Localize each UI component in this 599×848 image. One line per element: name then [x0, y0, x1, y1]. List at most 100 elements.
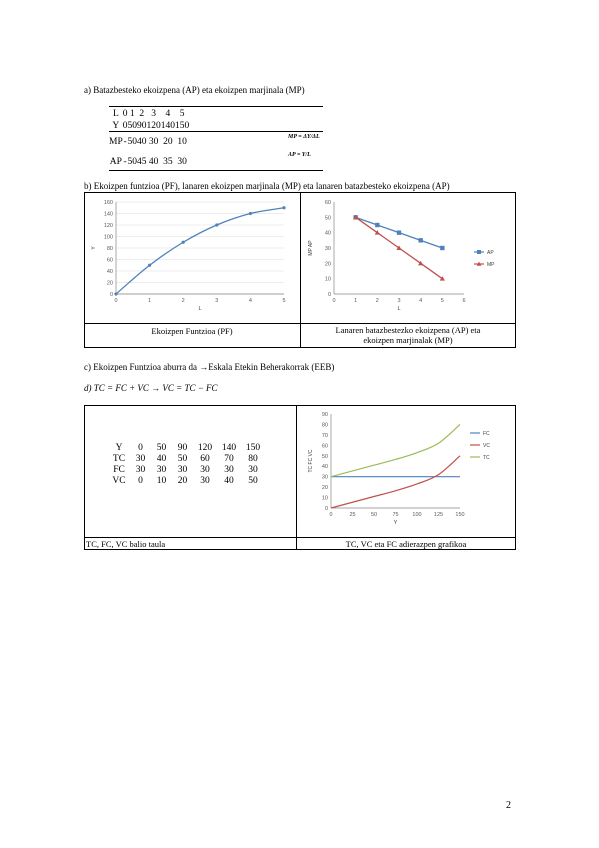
table-cell: 80	[248, 453, 258, 464]
table-cell: 3	[151, 109, 156, 119]
data-point	[114, 292, 118, 296]
table-row: Y 0 50 90 120 140 150	[108, 442, 265, 453]
charts-frame-b-caption-rule	[84, 323, 516, 324]
section-b-heading: b) Ekoizpen funtzioa (PF), lanaren ekoiz…	[84, 181, 450, 191]
legend-marker-mp	[476, 261, 482, 266]
y-tick-label: 100	[104, 235, 113, 241]
y-tick-label: 20	[107, 281, 113, 287]
table-cell: 2	[139, 109, 145, 119]
y-tick-label: 10	[325, 277, 331, 283]
table-cell: 40	[156, 453, 167, 464]
table-cell: 0	[122, 109, 128, 119]
x-tick-label: 4	[419, 298, 422, 304]
y-tick-label: 60	[322, 443, 328, 449]
x-tick-label: 3	[397, 298, 400, 304]
row-label: TC	[112, 453, 126, 464]
row-label: MP	[109, 137, 123, 147]
table-rule-bottom	[109, 170, 323, 171]
table-cell: 30	[248, 464, 258, 475]
formula-mp: MP = ΔY/ΔL	[288, 134, 320, 140]
x-axis-label: L	[397, 306, 400, 312]
table-row: TC 30 40 50 60 70 80	[108, 453, 265, 464]
x-tick-label: 0	[114, 298, 117, 304]
caption-pf: Ekoizpen Funtzioa (PF)	[151, 326, 233, 336]
table-cell: 0	[138, 475, 143, 486]
legend-label-fc: FC	[483, 431, 490, 437]
page-number: 2	[506, 800, 511, 811]
table-cell: 50	[156, 442, 167, 453]
table-cell: 30	[156, 464, 167, 475]
x-tick-label: 75	[392, 512, 398, 518]
table-cell: 120	[197, 442, 213, 453]
legend-marker-ap	[477, 250, 481, 254]
formula-ap: AP = Y/L	[288, 152, 311, 158]
x-tick-label: 100	[412, 512, 421, 518]
y-tick-label: 40	[325, 231, 331, 237]
x-axis-label: L	[198, 306, 201, 312]
series-line-series	[115, 207, 285, 295]
data-point-mp	[439, 276, 445, 281]
table-row: FC 30 30 30 30 30 30	[108, 464, 265, 475]
table-cell: 30	[200, 464, 210, 475]
y-tick-label: 160	[104, 200, 113, 206]
table-cell: 140	[221, 442, 237, 453]
cost-table: Y 0 50 90 120 140 150 TC 30 40 50 60 70 80 FC 30 30 30 30 3…	[108, 442, 265, 486]
production-function-chart: 0 20 40 60 80 100 120 140 160 0 1 2 3 4 5 L Y	[91, 200, 286, 312]
table-cell: 30	[135, 453, 146, 464]
x-tick-label: 125	[434, 512, 443, 518]
caption-ap-mp-line2: ekoizpen marjinalak (MP)	[363, 335, 453, 345]
y-tick-label: 70	[322, 433, 328, 439]
table-cell: 50	[177, 453, 188, 464]
section-c-text: c) Ekoizpen Funtzioa aburra da →Eskala E…	[84, 362, 335, 372]
y-axis-label: TC FC VC	[308, 449, 314, 472]
table-cell: 70	[224, 453, 234, 464]
ap-mp-table-grid: L 0 1 2 3 4 5 Y 0 50 90 120 140 150 MP -50 40 30 20 10 AP -50…	[109, 108, 189, 172]
x-tick-label: 2	[376, 298, 379, 304]
y-tick-label: 120	[104, 223, 113, 229]
table-cell: 30	[177, 157, 187, 167]
data-point-mp	[374, 230, 380, 235]
table-cell: 10	[177, 137, 187, 147]
x-tick-label: 0	[332, 298, 335, 304]
data-point	[248, 211, 252, 216]
row-label: Y	[115, 442, 123, 453]
data-point-ap	[375, 222, 380, 228]
table-cell: 150	[245, 442, 261, 453]
cost-chart: 0 10 20 30 40 50 60 70 80 90 0 25 50 75 100 125 150 Y TC F…	[308, 412, 490, 526]
x-tick-label: 1	[148, 298, 151, 304]
section-d-formula: d) TC = FC + VC → VC = TC − FC	[84, 383, 218, 393]
table-cell: 5	[179, 109, 185, 119]
table-cell: 40	[148, 157, 159, 167]
table-cell: 40	[224, 475, 234, 486]
table-cell: 30	[135, 464, 146, 475]
y-axis-label: Y	[91, 246, 97, 250]
legend-label-ap: AP	[487, 250, 494, 256]
charts-frame-d-divider	[296, 405, 297, 550]
x-tick-label: 2	[182, 298, 185, 304]
table-cell: 45	[136, 157, 147, 167]
table-cell: 20	[177, 475, 188, 486]
y-tick-label: 20	[322, 485, 328, 491]
data-point-ap	[396, 230, 402, 235]
row-label: VC	[112, 475, 126, 486]
data-point-mp	[396, 245, 402, 250]
caption-ap-mp-line1: Lanaren batazbestezko ekoizpena (AP) eta	[335, 325, 481, 335]
y-tick-label: 40	[107, 269, 113, 275]
y-tick-label: 90	[322, 412, 328, 418]
y-tick-label: 140	[104, 212, 113, 218]
table-cell: 30	[148, 137, 159, 147]
row-label: Y	[112, 121, 120, 131]
table-cell: 60	[200, 453, 210, 464]
x-tick-label: 5	[441, 298, 444, 304]
x-tick-label: 50	[371, 512, 377, 518]
table-cell: 30	[177, 464, 188, 475]
table-cell: -	[123, 137, 127, 147]
row-label: AP	[109, 157, 122, 167]
x-axis-label: Y	[394, 520, 398, 526]
table-cell: 150	[174, 121, 190, 131]
table-row: Y 0 50 90 120 140 150	[109, 120, 189, 132]
data-point-ap	[418, 238, 423, 243]
series-line-tc	[330, 423, 461, 478]
table-cell: 10	[156, 475, 167, 486]
